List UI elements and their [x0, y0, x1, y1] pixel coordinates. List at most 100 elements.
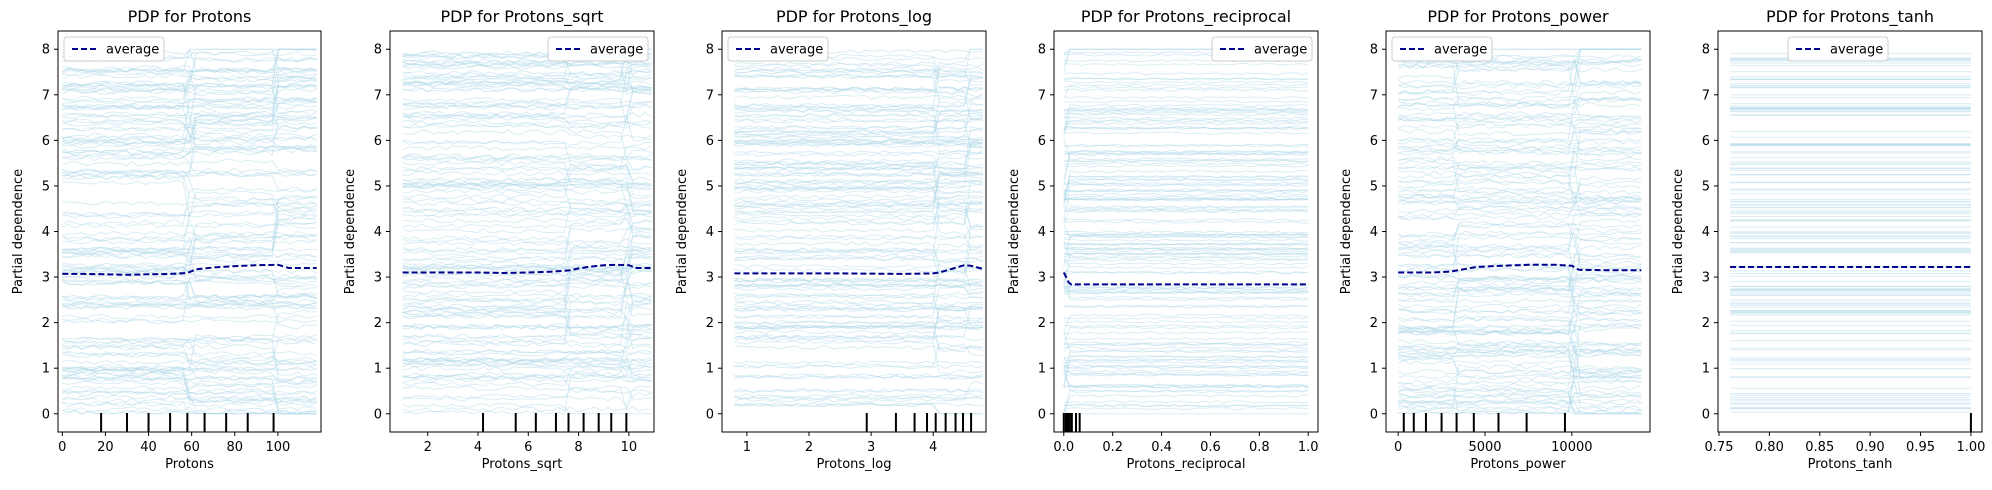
y-tick-label: 2 [374, 316, 382, 331]
pdp-panel-6: 0 1 2 3 4 5 6 7 8 0.75 0.80 0.85 0.90 0.95 1.00 PDP for… [1671, 7, 1985, 472]
y-tick-label: 0 [1370, 407, 1378, 422]
y-tick-label: 0 [1702, 407, 1710, 422]
y-tick-label: 2 [1038, 316, 1046, 331]
y-tick-label: 6 [706, 134, 714, 149]
y-tick-label: 8 [42, 43, 50, 58]
y-tick-label: 1 [42, 362, 50, 377]
x-axis-label: Protons_log [816, 457, 891, 472]
y-tick-label: 5 [42, 179, 50, 194]
y-tick-label: 4 [1038, 225, 1046, 240]
pdp-panel-2: 0 1 2 3 4 5 6 7 8 2 4 6 8 10 PDP for Protons_sqrt Proto… [343, 7, 655, 472]
x-tick-label: 40 [140, 440, 157, 455]
y-tick-label: 7 [706, 88, 714, 103]
legend-label: average [1830, 43, 1883, 58]
y-tick-label: 2 [706, 316, 714, 331]
y-axis-label: Partial dependence [343, 169, 358, 294]
y-axis-label: Partial dependence [675, 169, 690, 294]
y-tick-label: 8 [706, 43, 714, 58]
y-tick-label: 3 [374, 271, 382, 286]
y-tick-label: 6 [374, 134, 382, 149]
x-tick-label: 1 [743, 440, 751, 455]
y-tick-label: 3 [1370, 271, 1378, 286]
average-line [1398, 263, 1642, 274]
ice-lines [1730, 52, 1971, 413]
average-line [62, 263, 317, 276]
x-tick-label: 2 [424, 440, 432, 455]
x-tick-label: 1.0 [1298, 440, 1319, 455]
y-tick-label: 3 [1702, 271, 1710, 286]
y-tick-label: 6 [1370, 134, 1378, 149]
x-axis-label: Protons_tanh [1808, 457, 1893, 472]
y-tick-label: 7 [42, 88, 50, 103]
legend-label: average [106, 43, 159, 58]
x-tick-label: 5000 [1468, 440, 1501, 455]
x-tick-label: 0.4 [1151, 440, 1172, 455]
y-tick-label: 2 [42, 316, 50, 331]
y-axis-label: Partial dependence [11, 169, 26, 294]
x-tick-label: 8 [574, 440, 582, 455]
x-tick-label: 3 [867, 440, 875, 455]
y-tick-label: 4 [706, 225, 714, 240]
y-tick-label: 6 [42, 134, 50, 149]
y-tick-label: 1 [1038, 362, 1046, 377]
y-tick-label: 1 [374, 362, 382, 377]
y-tick-label: 4 [1702, 225, 1710, 240]
y-axis-label: Partial dependence [1339, 169, 1354, 294]
x-tick-label: 0.0 [1053, 440, 1074, 455]
x-tick-label: 0.2 [1102, 440, 1123, 455]
x-tick-label: 0 [58, 440, 66, 455]
y-tick-label: 0 [42, 407, 50, 422]
y-tick-label: 3 [706, 271, 714, 286]
legend: average [547, 36, 649, 62]
y-tick-label: 5 [1038, 179, 1046, 194]
y-tick-label: 5 [706, 179, 714, 194]
x-tick-label: 0.75 [1705, 440, 1734, 455]
y-tick-label: 0 [706, 407, 714, 422]
pdp-panel-3: 0 1 2 3 4 5 6 7 8 1 2 3 4 PDP for Protons_log Protons_… [675, 7, 987, 472]
legend: average [1787, 36, 1889, 62]
legend-label: average [590, 43, 643, 58]
x-tick-label: 10 [621, 440, 638, 455]
legend: average [727, 36, 829, 62]
x-tick-label: 0.80 [1755, 440, 1784, 455]
chart-title: PDP for Protons_sqrt [440, 7, 603, 27]
x-tick-label: 0.90 [1856, 440, 1885, 455]
y-tick-label: 5 [1702, 179, 1710, 194]
x-tick-label: 80 [226, 440, 243, 455]
y-tick-label: 5 [1370, 179, 1378, 194]
y-tick-label: 0 [374, 407, 382, 422]
y-tick-label: 4 [1370, 225, 1378, 240]
y-tick-label: 1 [706, 362, 714, 377]
x-tick-label: 2 [805, 440, 813, 455]
x-axis-label: Protons [165, 457, 214, 472]
x-tick-label: 0.85 [1805, 440, 1834, 455]
legend-label: average [1434, 43, 1487, 58]
pdp-panel-4: 0 1 2 3 4 5 6 7 8 0.0 0.2 0.4 0.6 0.8 1.0 PDP for Proto… [1007, 7, 1319, 472]
x-tick-label: 4 [929, 440, 937, 455]
average-line [734, 264, 984, 275]
legend-label: average [1254, 43, 1307, 58]
chart-title: PDP for Protons_log [776, 7, 932, 27]
x-tick-label: 0.95 [1906, 440, 1935, 455]
legend: average [1391, 36, 1493, 62]
x-tick-label: 10000 [1551, 440, 1592, 455]
y-tick-label: 7 [1038, 88, 1046, 103]
x-axis-label: Protons_reciprocal [1127, 457, 1246, 472]
x-tick-label: 0 [1394, 440, 1402, 455]
ice-lines [1063, 48, 1309, 415]
pdp-panel-5: 0 1 2 3 4 5 6 7 8 0 5000 10000 PDP for Protons_power… [1339, 7, 1651, 472]
y-tick-label: 7 [1702, 88, 1710, 103]
x-tick-label: 6 [524, 440, 532, 455]
y-tick-label: 8 [1038, 43, 1046, 58]
y-tick-label: 5 [374, 179, 382, 194]
chart-title: PDP for Protons_tanh [1766, 7, 1934, 27]
chart-title: PDP for Protons [128, 7, 252, 26]
y-tick-label: 4 [42, 225, 50, 240]
y-tick-label: 6 [1038, 134, 1046, 149]
y-tick-label: 2 [1702, 316, 1710, 331]
legend: average [63, 36, 165, 62]
y-tick-label: 7 [1370, 88, 1378, 103]
y-tick-label: 2 [1370, 316, 1378, 331]
